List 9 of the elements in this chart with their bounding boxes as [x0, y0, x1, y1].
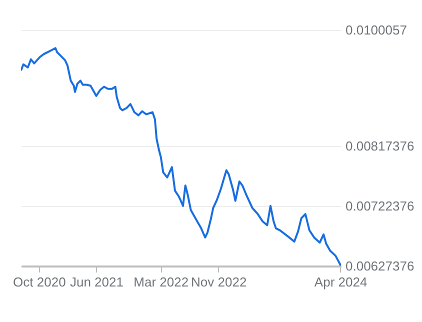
x-tick-label: Mar 2022 — [134, 274, 189, 290]
y-tick-label: 0.00817376 — [346, 138, 414, 154]
y-tick-label: 0.00722376 — [346, 198, 414, 214]
x-tick-label: Apr 2024 — [314, 274, 368, 290]
y-tick-label: 0.00627376 — [346, 258, 414, 274]
x-tick-label: Nov 2022 — [191, 274, 247, 290]
x-tick-label: Jun 2021 — [70, 274, 124, 290]
y-tick-label: 0.0100057 — [346, 22, 407, 38]
x-tick-label: Oct 2020 — [13, 274, 66, 290]
